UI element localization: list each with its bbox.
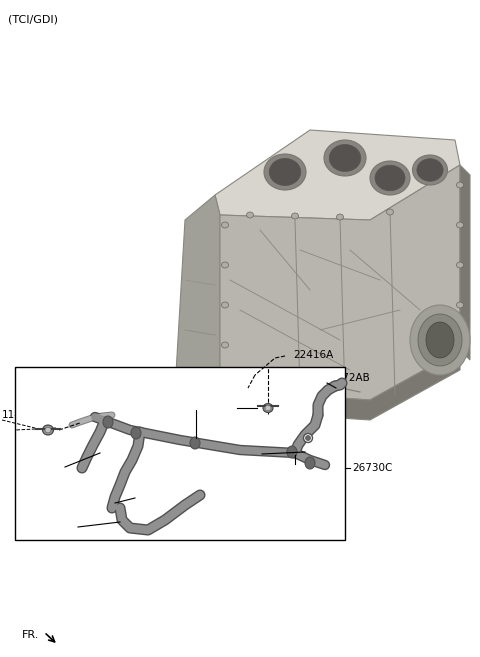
Ellipse shape (426, 322, 454, 358)
Text: 1472AB: 1472AB (330, 373, 371, 383)
Text: (TCI/GDI): (TCI/GDI) (8, 14, 58, 24)
Text: 45252: 45252 (190, 400, 223, 410)
Ellipse shape (287, 446, 297, 458)
Ellipse shape (303, 434, 312, 443)
Ellipse shape (324, 140, 366, 176)
Ellipse shape (375, 166, 405, 191)
Ellipse shape (103, 416, 113, 428)
Polygon shape (175, 195, 220, 420)
Ellipse shape (456, 222, 464, 228)
Ellipse shape (336, 214, 344, 220)
Text: 1472AB: 1472AB (265, 452, 306, 462)
Ellipse shape (456, 262, 464, 268)
Text: 1472AB: 1472AB (118, 503, 159, 513)
Ellipse shape (456, 302, 464, 308)
Ellipse shape (221, 222, 228, 228)
Bar (15, 367, 345, 540)
Text: FR.: FR. (22, 630, 39, 640)
Ellipse shape (221, 382, 228, 388)
Ellipse shape (45, 427, 51, 433)
Text: 22416A: 22416A (293, 350, 333, 360)
Ellipse shape (131, 427, 141, 439)
Ellipse shape (291, 213, 299, 219)
Text: 1140EJ: 1140EJ (2, 410, 38, 420)
Ellipse shape (305, 436, 311, 440)
Ellipse shape (329, 145, 361, 171)
Ellipse shape (370, 161, 410, 195)
Ellipse shape (417, 159, 443, 181)
Text: 26732A: 26732A (298, 463, 338, 473)
Polygon shape (220, 350, 460, 420)
Text: 26730C: 26730C (352, 463, 392, 473)
Ellipse shape (263, 403, 273, 413)
Ellipse shape (410, 305, 470, 375)
Ellipse shape (269, 158, 301, 185)
Ellipse shape (221, 342, 228, 348)
Text: 1472AB: 1472AB (68, 457, 109, 467)
Text: 1140EM: 1140EM (183, 403, 225, 413)
Ellipse shape (305, 457, 315, 469)
Ellipse shape (43, 425, 53, 435)
Polygon shape (215, 130, 460, 220)
Ellipse shape (412, 155, 447, 185)
Ellipse shape (247, 212, 253, 218)
Ellipse shape (221, 262, 228, 268)
Ellipse shape (456, 182, 464, 188)
Polygon shape (220, 165, 460, 400)
Ellipse shape (221, 302, 228, 308)
Polygon shape (460, 165, 470, 360)
Ellipse shape (190, 437, 200, 449)
Ellipse shape (418, 314, 462, 366)
Ellipse shape (386, 209, 394, 215)
Ellipse shape (264, 154, 306, 190)
Ellipse shape (265, 405, 271, 411)
Text: 26731B: 26731B (80, 525, 120, 535)
